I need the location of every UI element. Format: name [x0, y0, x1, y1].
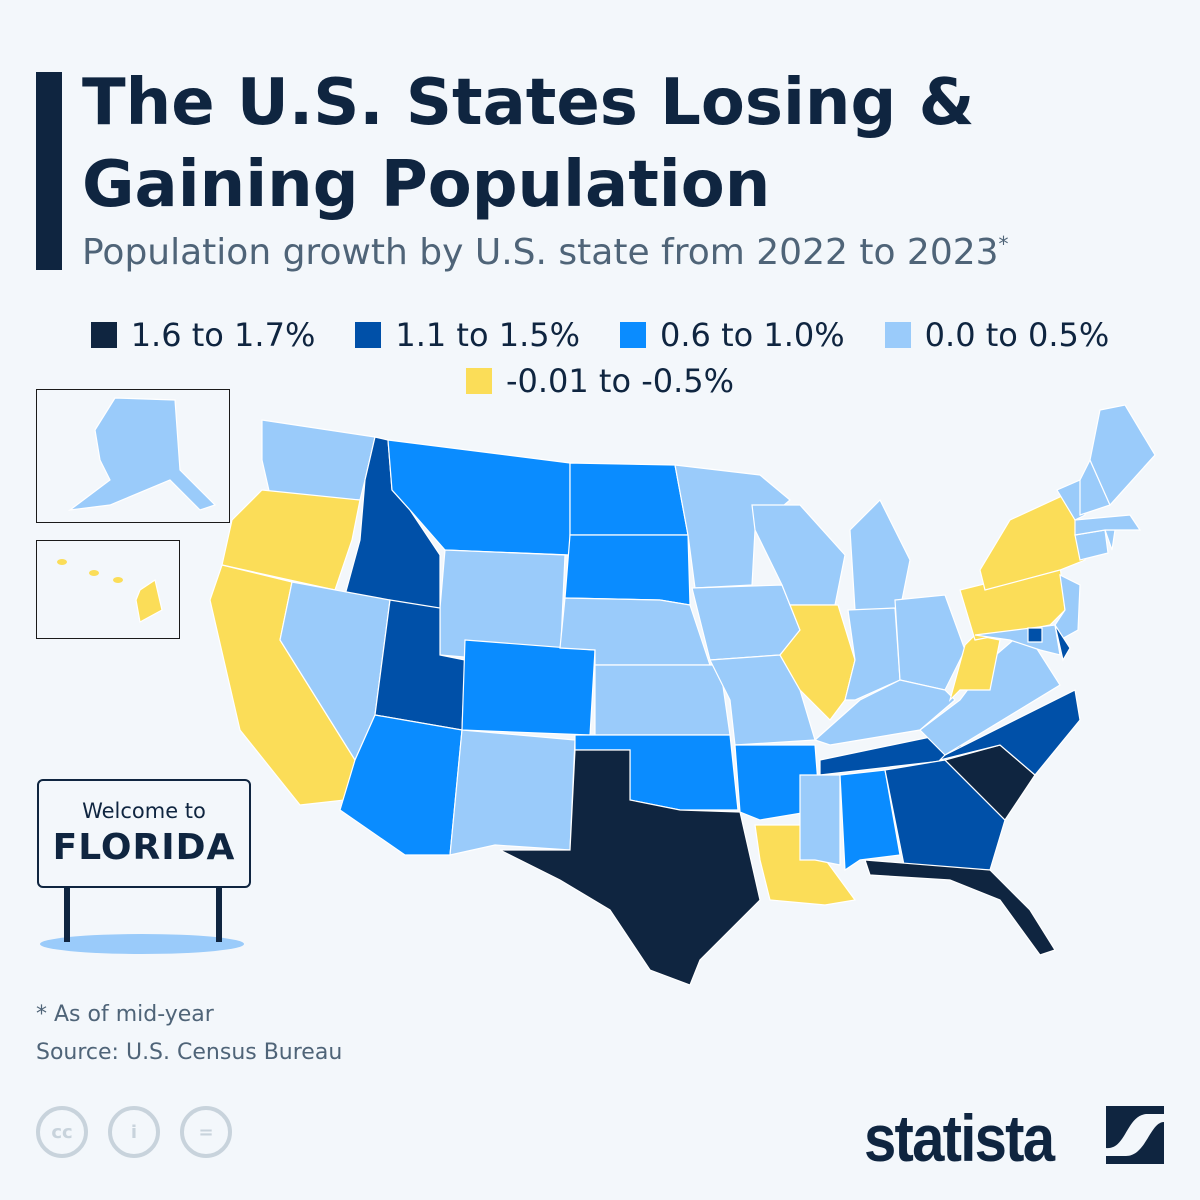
sign-post — [216, 886, 222, 942]
footnote: * As of mid-year — [36, 1002, 214, 1027]
state-hi — [135, 579, 163, 623]
state-wa — [261, 419, 376, 501]
legend-swatch — [465, 368, 492, 394]
sign-shadow — [40, 934, 244, 954]
state-dc — [1027, 627, 1043, 643]
state-ga — [884, 759, 1006, 871]
legend-item: 1.1 to 1.5% — [355, 312, 580, 358]
state-wv — [948, 634, 1001, 703]
attribution-icon[interactable]: i — [108, 1106, 160, 1158]
state-ma — [1074, 514, 1142, 536]
statista-logo-mark — [1106, 1106, 1164, 1164]
state-ky — [813, 679, 956, 746]
legend-item: 1.6 to 1.7% — [90, 312, 315, 358]
state-tx — [499, 749, 761, 986]
state-me — [1089, 404, 1156, 507]
state-hi-island — [57, 559, 67, 565]
state-ia — [691, 584, 801, 661]
legend-item: 0.6 to 1.0% — [620, 312, 845, 358]
state-fl — [864, 859, 1056, 956]
subtitle: Population growth by U.S. state from 202… — [82, 232, 1009, 273]
alaska-inset — [36, 389, 230, 523]
legend-swatch — [620, 322, 646, 348]
state-oh — [894, 594, 966, 691]
page-title: The U.S. States Losing & Gaining Populati… — [82, 66, 975, 222]
state-vt — [1056, 479, 1086, 521]
legend-item: 0.0 to 0.5% — [884, 312, 1109, 358]
state-co — [461, 639, 596, 736]
state-il — [779, 604, 856, 721]
state-ar — [734, 744, 821, 821]
state-ak — [67, 397, 217, 511]
legend-swatch — [90, 322, 117, 348]
sign-post — [64, 886, 70, 942]
state-hi-island — [113, 577, 123, 583]
state-al — [839, 769, 901, 872]
state-de — [1054, 624, 1071, 662]
no-derivatives-icon[interactable]: = — [180, 1106, 232, 1158]
state-ms — [799, 774, 841, 866]
cc-icon[interactable]: cc — [36, 1106, 88, 1158]
legend: 1.6 to 1.7% 1.1 to 1.5% 0.6 to 1.0% 0.0 … — [0, 312, 1200, 404]
legend-item: -0.01 to -0.5% — [465, 358, 734, 404]
state-sd — [564, 534, 691, 606]
statista-logo[interactable]: statista — [864, 1101, 1055, 1175]
state-ny — [979, 489, 1086, 591]
hawaii-inset — [36, 540, 180, 639]
state-ks — [594, 664, 731, 736]
state-mi — [849, 498, 911, 611]
legend-swatch — [355, 322, 382, 348]
state-hi-island — [89, 570, 99, 576]
state-nm — [449, 729, 576, 856]
legend-swatch — [884, 322, 911, 348]
florida-sign: Welcome to FLORIDA — [37, 779, 251, 888]
source: Source: U.S. Census Bureau — [36, 1040, 343, 1065]
state-mn — [674, 464, 791, 589]
state-nd — [569, 462, 689, 536]
title-accent-bar — [36, 72, 62, 270]
state-nc — [938, 689, 1081, 776]
